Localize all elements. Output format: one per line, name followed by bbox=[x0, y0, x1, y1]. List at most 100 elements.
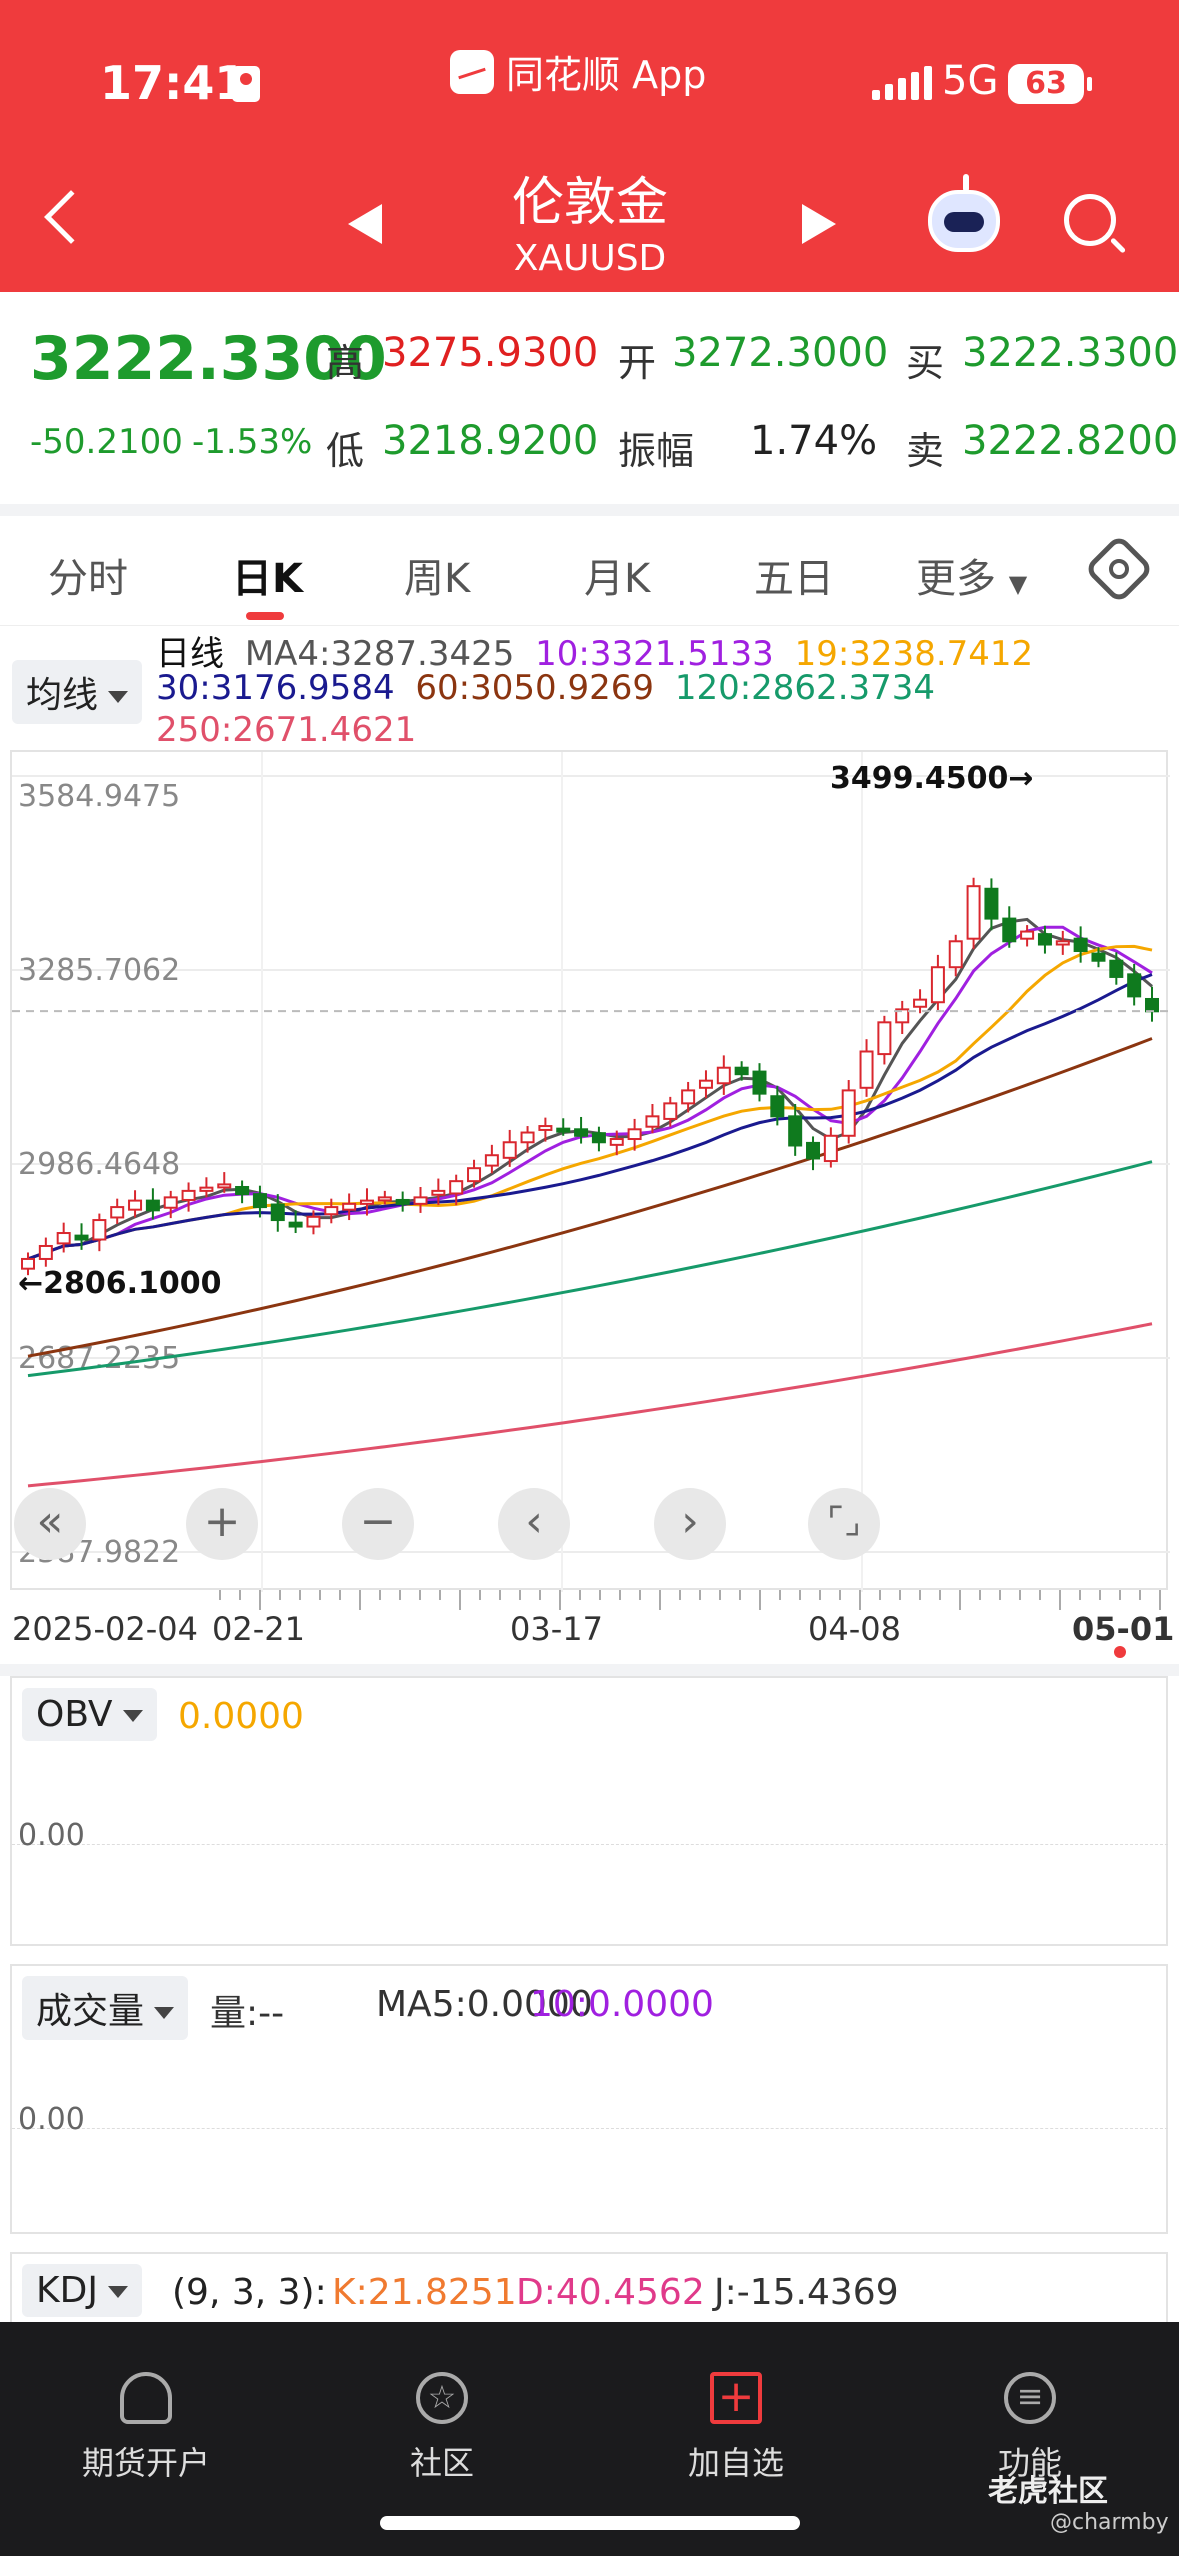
ma30-value: 30:3176.9584 bbox=[156, 668, 395, 708]
settings-icon[interactable] bbox=[1083, 533, 1155, 605]
candle bbox=[217, 1183, 232, 1189]
chevron-down-icon: ▼ bbox=[1008, 570, 1028, 598]
obv-panel[interactable]: OBV 0.0000 0.00 bbox=[10, 1676, 1168, 1946]
search-icon[interactable] bbox=[1064, 194, 1116, 246]
candle bbox=[502, 1141, 517, 1159]
nav-add-watchlist[interactable]: + 加自选 bbox=[626, 2372, 846, 2484]
ma-line-30 bbox=[27, 973, 1153, 1261]
candle bbox=[966, 885, 981, 940]
ma60-value: 60:3050.9269 bbox=[415, 668, 654, 708]
candle bbox=[92, 1219, 107, 1241]
fullscreen-button[interactable]: ⌜⌟ bbox=[808, 1488, 880, 1560]
kdj-j: J:-15.4369 bbox=[714, 2272, 899, 2313]
kline-chart-panel[interactable]: 3584.9475 3285.7062 2986.4648 2687.2235 2387… bbox=[10, 750, 1170, 1592]
zoom-out-button[interactable]: − bbox=[342, 1488, 414, 1560]
scroll-left-button[interactable]: ‹ bbox=[498, 1488, 570, 1560]
rewind-button[interactable]: « bbox=[14, 1488, 86, 1560]
star-icon: ☆ bbox=[416, 2372, 468, 2424]
price-change: -50.2100 bbox=[30, 422, 183, 462]
candle bbox=[645, 1115, 660, 1128]
zoom-in-button[interactable]: + bbox=[186, 1488, 258, 1560]
tab-timeshare[interactable]: 分时 bbox=[48, 556, 128, 602]
candle bbox=[395, 1198, 410, 1205]
battery-icon: 63 bbox=[1008, 64, 1092, 104]
candle bbox=[145, 1199, 160, 1212]
candle bbox=[859, 1050, 874, 1089]
y-tick-label: 2986.4648 bbox=[18, 1147, 180, 1182]
tab-daily-k[interactable]: 日K bbox=[232, 556, 303, 602]
candle bbox=[56, 1232, 71, 1245]
obv-selector[interactable]: OBV bbox=[22, 1688, 157, 1741]
candle bbox=[984, 887, 999, 920]
ma-line-120 bbox=[27, 1160, 1153, 1378]
date-tick-2: 03-17 bbox=[510, 1610, 603, 1648]
low-label: 低 bbox=[326, 429, 365, 473]
ma120-value: 120:2862.3734 bbox=[674, 668, 936, 708]
kdj-label: KDJ bbox=[36, 2270, 98, 2311]
candle bbox=[270, 1203, 285, 1222]
back-icon[interactable] bbox=[44, 190, 98, 244]
candle bbox=[663, 1102, 678, 1120]
volume-ma5: MA5:0.0000 bbox=[376, 1984, 593, 2025]
add-icon: + bbox=[710, 2372, 762, 2424]
nav-label: 期货开户 bbox=[81, 2444, 210, 2482]
candle bbox=[377, 1196, 392, 1202]
page-subtitle: XAUUSD bbox=[513, 238, 667, 279]
sell-label: 卖 bbox=[906, 429, 945, 473]
amplitude-value: 1.74% bbox=[750, 418, 878, 464]
amplitude-label: 振幅 bbox=[618, 429, 695, 473]
kline-chart[interactable]: 3584.94753285.70622986.46482687.22352387… bbox=[12, 752, 1170, 1592]
candle bbox=[110, 1206, 125, 1219]
candle bbox=[948, 940, 963, 969]
next-instrument-icon[interactable] bbox=[802, 204, 836, 244]
signal-icon bbox=[872, 66, 932, 100]
ma-line-250 bbox=[27, 1322, 1153, 1488]
nav-label: 社区 bbox=[409, 2444, 474, 2482]
candle bbox=[181, 1189, 196, 1201]
tab-more-label: 更多 bbox=[916, 556, 996, 602]
min-annotation: ←2806.1000 bbox=[18, 1266, 222, 1301]
volume-panel[interactable]: 成交量 量:-- MA5:0.0000 10:0.0000 0.00 bbox=[10, 1964, 1168, 2234]
robot-assistant-icon[interactable] bbox=[928, 174, 1000, 252]
person-icon bbox=[232, 66, 260, 102]
candle bbox=[1145, 997, 1159, 1013]
candle bbox=[716, 1066, 731, 1085]
nav-futures-account[interactable]: 期货开户 bbox=[36, 2372, 256, 2484]
kdj-selector[interactable]: KDJ bbox=[22, 2264, 142, 2317]
volume-ma10: 10:0.0000 bbox=[530, 1984, 714, 2025]
open-label: 开 bbox=[618, 341, 657, 385]
kdj-k: K:21.8251 bbox=[332, 2272, 517, 2313]
buy-value: 3222.3300 bbox=[962, 330, 1179, 376]
scroll-right-button[interactable]: › bbox=[654, 1488, 726, 1560]
candle bbox=[734, 1066, 749, 1076]
tab-five-day[interactable]: 五日 bbox=[754, 556, 834, 602]
tab-more[interactable]: 更多 ▼ bbox=[916, 546, 1027, 604]
ma-line-10 bbox=[27, 925, 1153, 1261]
ma-line-MA4 bbox=[27, 917, 1153, 1261]
candle bbox=[431, 1189, 446, 1196]
ma-selector[interactable]: 均线 bbox=[12, 660, 143, 724]
nav-community[interactable]: ☆ 社区 bbox=[332, 2372, 552, 2484]
candle bbox=[806, 1141, 821, 1160]
high-value: 3275.9300 bbox=[382, 330, 599, 376]
last-price: 3222.3300 bbox=[30, 324, 387, 394]
ma250-value: 250:2671.4621 bbox=[156, 710, 417, 750]
candle bbox=[413, 1196, 428, 1205]
obv-value: 0.0000 bbox=[178, 1696, 304, 1737]
candle bbox=[359, 1199, 374, 1205]
volume-selector[interactable]: 成交量 bbox=[22, 1976, 189, 2040]
divider bbox=[0, 1664, 1179, 1676]
candle bbox=[288, 1221, 303, 1228]
ma-selector-label: 均线 bbox=[26, 675, 99, 716]
date-tick-1: 02-21 bbox=[208, 1610, 305, 1648]
tab-weekly-k[interactable]: 周K bbox=[404, 556, 471, 602]
candle bbox=[342, 1202, 357, 1211]
nav-functions[interactable]: ≡ 功能 bbox=[920, 2372, 1140, 2484]
handle-label: @charmby bbox=[1050, 2510, 1169, 2535]
status-app-name: 同花顺 App bbox=[506, 53, 707, 97]
tab-monthly-k[interactable]: 月K bbox=[584, 556, 651, 602]
sell-value: 3222.8200 bbox=[962, 418, 1179, 464]
prev-instrument-icon[interactable] bbox=[348, 204, 382, 244]
nav-label: 加自选 bbox=[687, 2444, 784, 2482]
candle bbox=[556, 1127, 571, 1133]
